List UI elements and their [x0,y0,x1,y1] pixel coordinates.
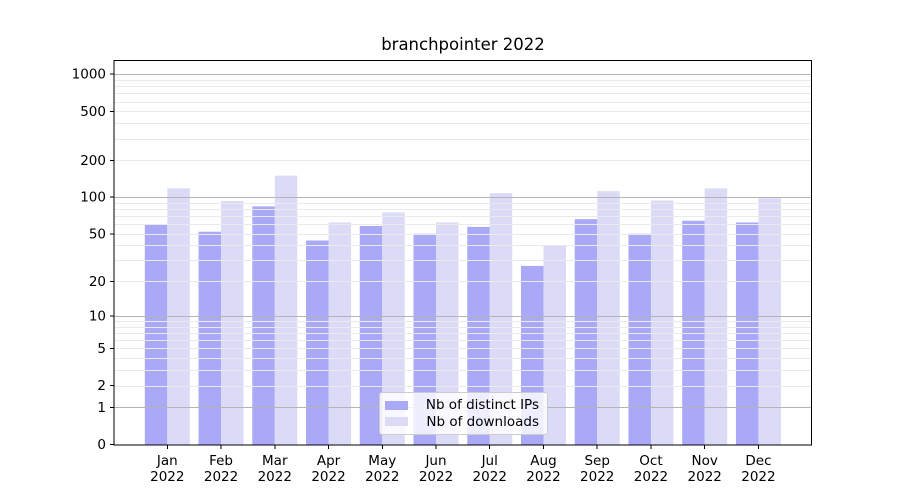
y-axis-tick-label: 5 [97,341,106,357]
y-axis-tick-label: 100 [80,190,106,206]
x-axis-tick-label-year: 2022 [580,469,614,485]
bar-distinct-ips-sep [574,219,598,445]
y-axis-tick-label: 10 [89,308,106,324]
x-axis-tick-label-year: 2022 [258,469,292,485]
legend-item-distinct-ips: Nb of distinct IPs [385,397,539,414]
x-axis-tick-label-month: Jan [156,453,178,469]
bar-distinct-ips-jan [144,224,168,445]
legend-swatch-distinct-ips [385,400,408,410]
x-axis-tick-label-month: Dec [745,453,771,469]
x-axis-tick-label-month: Mar [262,453,288,469]
bar-distinct-ips-oct [628,233,651,445]
bar-distinct-ips-mar [252,206,275,445]
y-axis-tick-label: 0 [97,437,106,453]
bar-downloads-jul [489,193,513,445]
legend-label-distinct-ips: Nb of distinct IPs [425,397,539,414]
x-axis-tick-label-year: 2022 [150,469,184,485]
x-axis-tick-label-month: Feb [209,453,233,469]
bar-distinct-ips-may [359,225,383,445]
x-axis-tick-label-year: 2022 [741,469,775,485]
x-axis-tick-label-year: 2022 [526,469,560,485]
x-axis-tick-label-year: 2022 [311,469,345,485]
legend-swatch-downloads [385,417,408,427]
bar-downloads-sep [597,191,620,445]
x-axis-tick-label-month: Aug [530,453,556,469]
bar-downloads-feb [221,201,244,445]
y-axis-tick-label: 1 [97,400,106,416]
x-axis-tick-label-year: 2022 [473,469,507,485]
legend-label-downloads: Nb of downloads [426,413,539,430]
x-axis-tick-label-year: 2022 [634,469,668,485]
legend: Nb of distinct IPs Nb of downloads [379,392,548,435]
x-axis-tick-label-month: Jul [481,453,498,469]
x-axis-tick-label-year: 2022 [419,469,453,485]
bar-downloads-aug [543,245,566,445]
x-axis-tick-label-month: Jun [424,453,446,469]
bar-distinct-ips-feb [198,231,222,445]
y-axis-tick-label: 500 [80,104,106,120]
x-axis-tick-label-year: 2022 [688,469,722,485]
x-axis-tick-label-year: 2022 [204,469,238,485]
x-axis-tick-label-month: Oct [639,453,662,469]
bar-distinct-ips-nov [682,220,705,445]
x-axis-tick-label-month: Sep [584,453,609,469]
bar-distinct-ips-apr [306,240,329,445]
chart-title: branchpointer 2022 [381,35,545,54]
plot-border [113,59,813,446]
x-axis-tick-label-month: Nov [692,453,718,469]
legend-item-downloads: Nb of downloads [385,414,539,431]
gridlines [114,74,812,408]
y-axis-tick-label: 1000 [72,67,106,83]
bar-downloads-oct [650,200,674,445]
y-axis-tick-label: 200 [80,153,106,169]
y-axis-tick-label: 2 [97,378,106,394]
bar-downloads-mar [274,175,298,445]
x-axis-tick-label-month: May [368,453,396,469]
x-axis-tick-label-year: 2022 [365,469,399,485]
y-axis-tick-label: 20 [89,274,106,290]
x-axis-tick-label-month: Apr [317,453,341,469]
y-axis-tick-label: 50 [89,226,106,242]
